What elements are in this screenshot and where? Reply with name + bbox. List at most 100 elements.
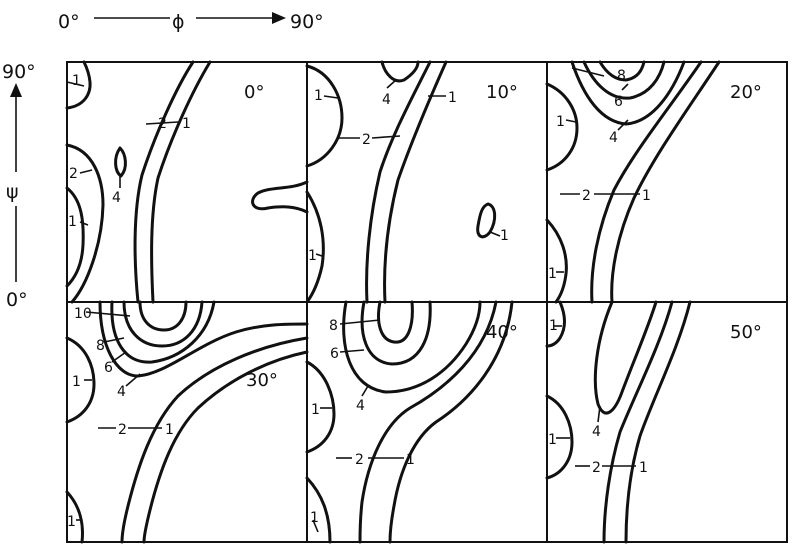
panel-50deg-frame (546, 301, 788, 543)
contour-label: 1 (406, 452, 415, 468)
contour-label: 4 (356, 398, 365, 414)
contour-label: 2 (362, 132, 371, 148)
psi-axis: 90° ψ 0° (2, 61, 36, 311)
contour-label: 1 (72, 73, 81, 89)
contour-label: 2 (158, 116, 167, 132)
contour-2-ridge (602, 300, 674, 544)
leader (79, 221, 89, 226)
panel-0deg-frame (66, 61, 308, 303)
panel-angle-label: 30° (246, 370, 278, 391)
leader (386, 79, 397, 89)
leader (145, 121, 179, 125)
contour-4 (593, 300, 658, 415)
contour-8 (598, 60, 646, 82)
leader (315, 253, 323, 257)
leader (571, 67, 605, 77)
contour-1-island (476, 202, 497, 239)
panel-angle-label: 10° (486, 82, 518, 103)
contour-2-ridge (358, 300, 498, 544)
contour-1-lower-left (305, 190, 325, 304)
leader (339, 319, 381, 325)
contour-1-bottom (305, 476, 332, 544)
leader (125, 373, 141, 387)
psi-axis-bottom-label: 0° (6, 289, 28, 311)
contour-8 (377, 300, 414, 344)
leader (323, 95, 339, 99)
contour-2-ridge (365, 60, 432, 304)
contour-label: 2 (355, 452, 364, 468)
contour-1-ridge (610, 60, 721, 304)
contour-label: 8 (96, 338, 105, 354)
contour-1-lower-left (545, 218, 568, 304)
contour-label: 1 (549, 318, 558, 334)
contour-1-left (545, 394, 574, 480)
phi-axis-start-label: 0° (58, 11, 80, 33)
leader (103, 337, 125, 343)
contour-label: 1 (72, 374, 81, 390)
contour-1-ridge (150, 60, 212, 304)
contour-label: 4 (609, 130, 618, 146)
contour-label: 2 (582, 188, 591, 204)
contour-1-left (65, 186, 85, 288)
panel-0deg: 0° 1 2 1 2 4 1 (65, 60, 309, 304)
contour-1-ridge (142, 350, 309, 544)
panel-angle-label: 40° (486, 322, 518, 343)
psi-axis-symbol: ψ (6, 181, 19, 203)
contour-label: 8 (329, 318, 338, 334)
contour-label: 2 (69, 166, 78, 182)
contour-1-corner (65, 60, 92, 110)
contour-1-left (305, 360, 336, 454)
contour-label: 1 (500, 228, 509, 244)
contour-label: 1 (311, 402, 320, 418)
panel-angle-label: 0° (244, 82, 264, 103)
panel-angle-label: 20° (730, 82, 762, 103)
contour-label: 10 (74, 306, 92, 322)
contour-label: 1 (556, 114, 565, 130)
contour-4-peak (380, 60, 420, 83)
contour-label: 1 (182, 116, 191, 132)
contour-1-left (65, 336, 96, 424)
contour-4 (570, 60, 686, 126)
contour-2-ridge (133, 60, 195, 304)
leader (617, 119, 629, 131)
contour-label: 2 (592, 460, 601, 476)
contour-label: 1 (642, 188, 651, 204)
contour-1-left (305, 64, 344, 168)
contour-1-left (545, 82, 579, 172)
leader (489, 231, 501, 237)
contour-10 (138, 300, 188, 332)
leader (66, 81, 85, 87)
contour-4-island (114, 146, 127, 178)
leader (111, 351, 127, 363)
contour-1-corner (545, 300, 566, 348)
contour-1-edge-blob (251, 180, 309, 214)
contour-6 (110, 300, 216, 364)
panel-40deg: 40° 8 6 4 1 2 1 1 (305, 300, 548, 544)
contour-2-ridge (590, 60, 703, 304)
phi-axis-symbol: ϕ (172, 11, 185, 33)
contour-label: 4 (592, 424, 601, 440)
contour-label: 6 (330, 346, 339, 362)
contour-label: 1 (548, 266, 557, 282)
contour-label: 1 (548, 432, 557, 448)
contour-label: 8 (617, 68, 626, 84)
contour-label: 4 (112, 190, 121, 206)
contour-6 (582, 60, 666, 100)
leader (597, 405, 601, 423)
contour-label: 1 (68, 214, 77, 230)
contour-label: 4 (117, 384, 126, 400)
contour-label: 6 (614, 94, 623, 110)
contour-label: 1 (308, 248, 317, 264)
contour-label: 1 (310, 510, 319, 526)
contour-1-lower-left (65, 490, 84, 544)
contour-1-ridge (383, 60, 448, 304)
contour-label: 2 (118, 422, 127, 438)
psi-axis-top-label: 90° (2, 61, 36, 83)
contour-4 (342, 300, 482, 394)
leader (361, 385, 369, 397)
contour-label: 4 (382, 92, 391, 108)
psi-axis-arrowhead (10, 83, 22, 97)
leader (79, 169, 93, 174)
panel-10deg: 10° 1 4 1 2 1 1 (305, 60, 548, 304)
